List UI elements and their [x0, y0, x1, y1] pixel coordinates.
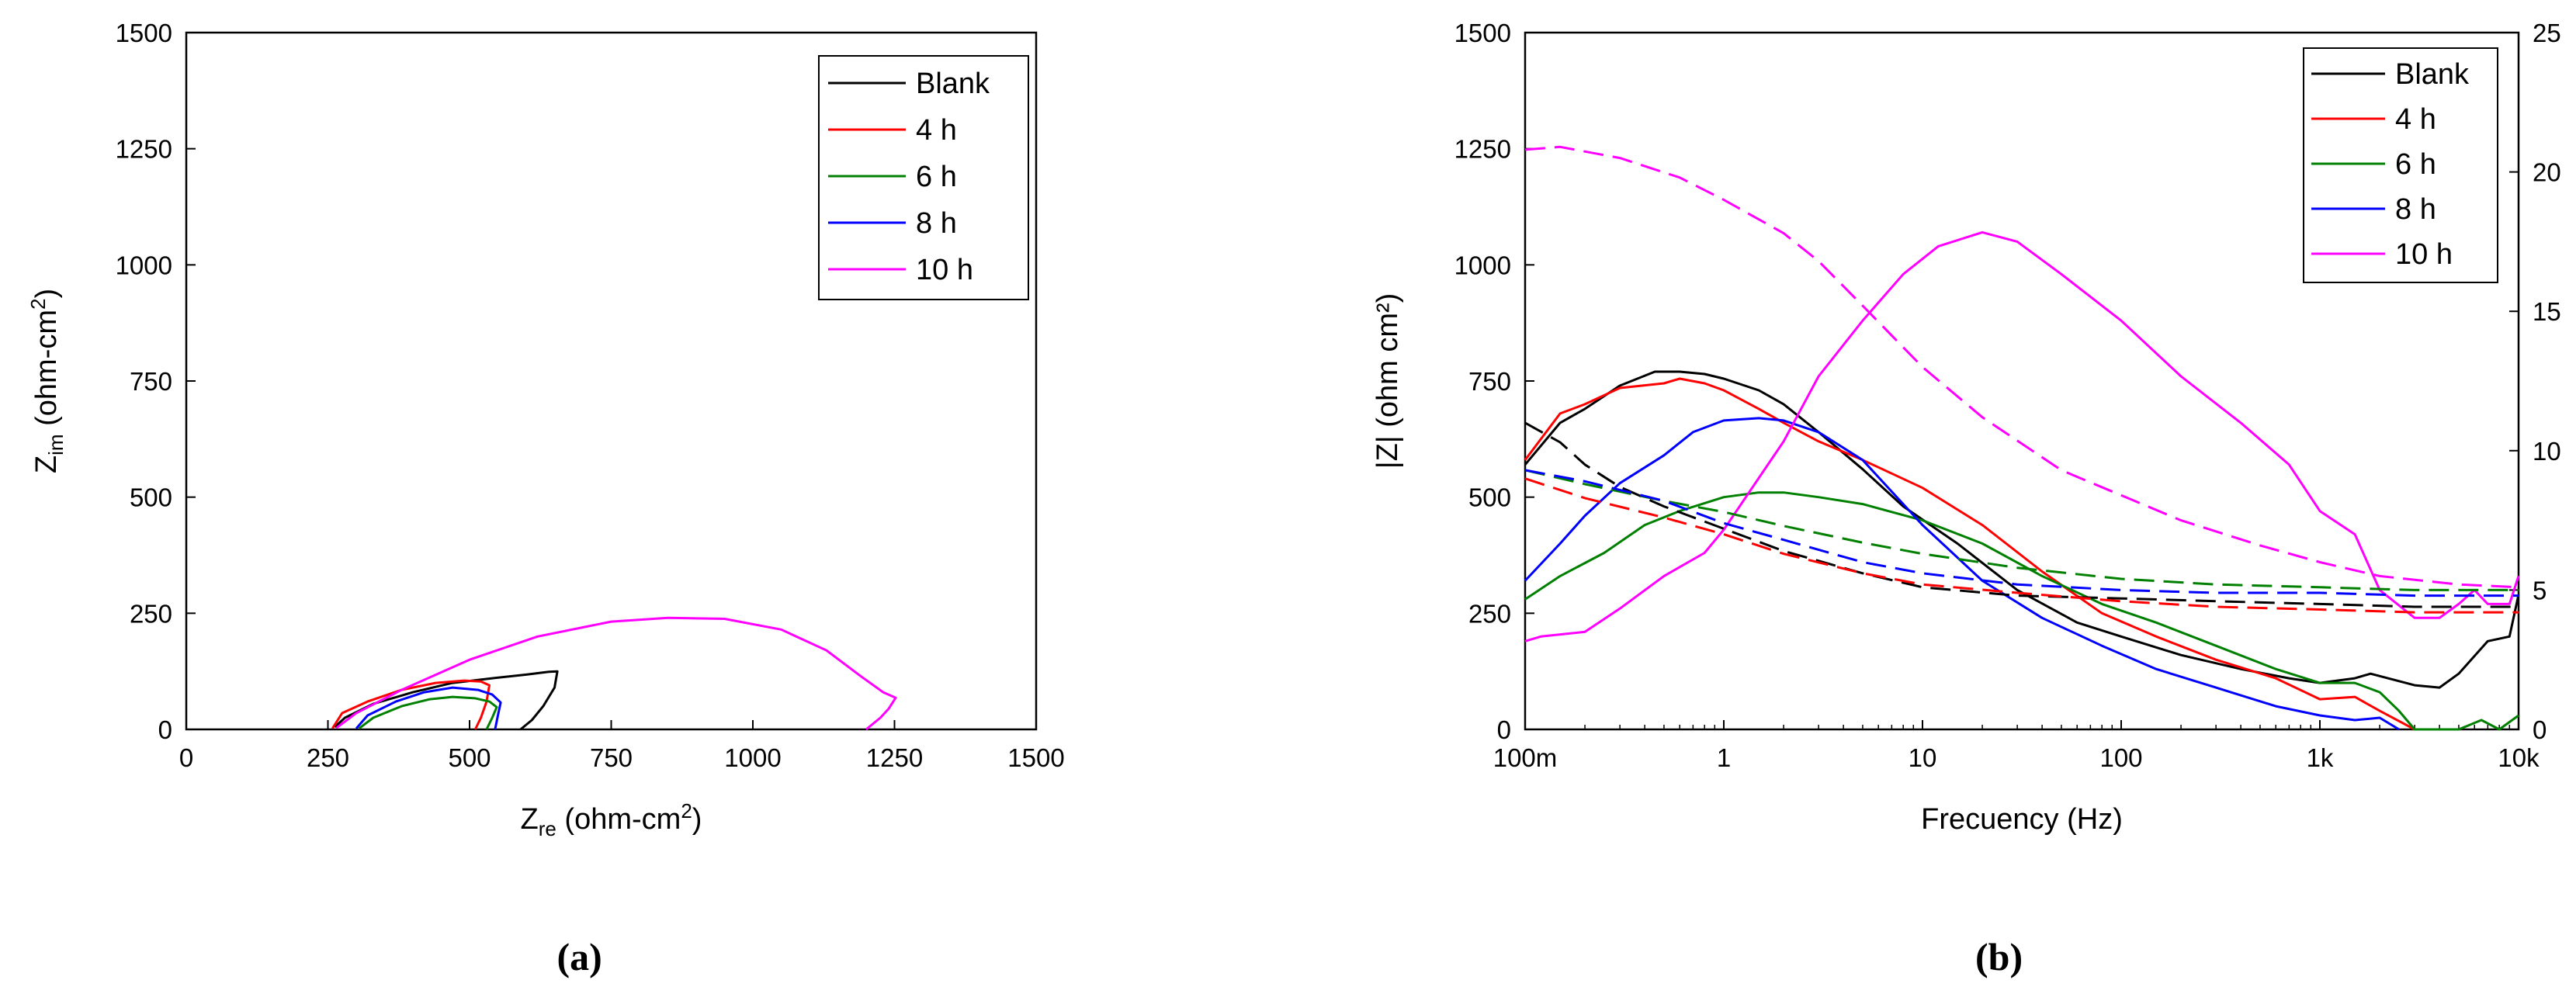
x-axis-title-a-main: Z	[521, 803, 539, 836]
y-tick-label-a: 1500	[116, 19, 172, 47]
x-tick-label-b: 100m	[1493, 743, 1558, 772]
series-line-b-blank	[1524, 370, 2520, 689]
panel-label-a: (a)	[557, 935, 602, 978]
y2-tick-label-b: 20	[2533, 158, 2561, 187]
legend-label-b: 8 h	[2395, 193, 2436, 226]
x-tick-label-a: 750	[590, 743, 633, 772]
legend-label-a: 10 h	[916, 254, 973, 286]
y-tick-label-a: 750	[130, 367, 172, 396]
y-axis-title-a: Zim (ohm-cm2)	[26, 289, 68, 473]
y-axis-title-b: |Z| (ohm cm²)	[1371, 293, 1404, 469]
x-tick-label-b: 10k	[2498, 743, 2540, 772]
y-tick-label-b: 1250	[1454, 135, 1511, 164]
legend-label-a: 4 h	[916, 114, 957, 147]
x-axis-title-a: Zre (ohm-cm2)	[521, 799, 702, 840]
y-axis-title-a-unit: (ohm-cm	[30, 310, 63, 434]
series-line-b-8-h	[1524, 417, 2400, 731]
y-axis-title-a-close: )	[30, 289, 63, 299]
x-tick-label-a: 1000	[724, 743, 781, 772]
x-tick-label-a: 1250	[866, 743, 923, 772]
y2-tick-label-b: 5	[2533, 576, 2547, 604]
panel-label-b: (b)	[1975, 935, 2023, 978]
legend-label-a: 8 h	[916, 207, 957, 240]
y-tick-label-a: 1250	[116, 135, 172, 164]
x-tick-label-a: 250	[307, 743, 349, 772]
y2-tick-label-b: 0	[2533, 715, 2547, 744]
x-tick-label-a: 1500	[1007, 743, 1064, 772]
x-tick-label-b: 1k	[2307, 743, 2334, 772]
y-axis-title-a-sub: im	[44, 434, 68, 455]
series-line-a-4-h	[331, 679, 491, 730]
y2-tick-label-b: 15	[2533, 297, 2561, 326]
legend-label-a: 6 h	[916, 161, 957, 193]
legend-label-b: 10 h	[2395, 238, 2453, 271]
legend-b	[2303, 47, 2498, 283]
series-line-b-10-h-phase	[1524, 145, 2519, 589]
y-tick-label-b: 250	[1468, 599, 1511, 628]
y2-tick-label-b: 25	[2533, 19, 2561, 47]
series-line-a-10-h	[335, 616, 897, 731]
y-tick-label-b: 0	[1497, 715, 1511, 744]
x-axis-title-b: Frecuency (Hz)	[1921, 803, 2123, 836]
x-tick-label-a: 0	[179, 743, 193, 772]
series-line-a-8-h	[355, 686, 502, 730]
x-axis-title-a-close: )	[692, 803, 702, 836]
x-tick-label-b: 1	[1717, 743, 1731, 772]
x-axis-title-a-sub: re	[539, 817, 556, 840]
panel-a: 0 250 500 750 1000 1250 1500 0 250 500 750 1000 1250…	[26, 19, 1065, 978]
series-line-b-10-h	[1524, 230, 2520, 642]
legend-label-a: Blank	[916, 68, 990, 100]
series-line-b-blank-phase	[1524, 421, 2519, 608]
y2-tick-label-b: 10	[2533, 437, 2561, 466]
legend-label-b: 4 h	[2395, 103, 2436, 136]
y-tick-label-b: 1500	[1454, 19, 1511, 47]
series-line-a-6-h	[358, 695, 498, 730]
legend-label-b: 6 h	[2395, 148, 2436, 181]
legend-label-b: Blank	[2395, 58, 2470, 91]
y-tick-label-b: 500	[1468, 483, 1511, 512]
y-tick-label-a: 250	[130, 599, 172, 628]
series-line-b-6-h-phase	[1524, 469, 2519, 591]
series-line-b-4-h-phase	[1524, 477, 2519, 614]
y-tick-label-b: 750	[1468, 367, 1511, 396]
x-tick-label-b: 100	[2099, 743, 2142, 772]
panel-b: 100m 1 10 100 1k 10k0250500750100012501500051…	[1371, 19, 2561, 978]
series-line-b-8-h-phase	[1524, 469, 2519, 597]
x-tick-label-b: 10	[1909, 743, 1937, 772]
y-tick-label-a: 0	[158, 715, 172, 744]
x-axis-title-a-unit: (ohm-cm	[556, 803, 681, 836]
y-tick-label-a: 1000	[116, 251, 172, 279]
y-axis-title-a-sup: 2	[26, 299, 50, 310]
x-axis-title-a-sup: 2	[681, 799, 692, 823]
y-tick-label-a: 500	[130, 483, 172, 512]
x-tick-label-a: 500	[448, 743, 491, 772]
y-axis-title-a-main: Z	[30, 455, 63, 473]
y-tick-label-b: 1000	[1454, 251, 1511, 279]
legend-a	[818, 55, 1029, 300]
